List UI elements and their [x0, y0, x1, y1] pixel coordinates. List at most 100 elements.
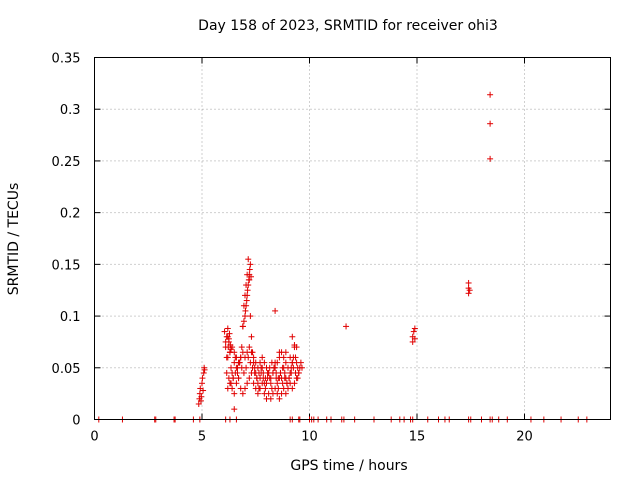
- data-point: [262, 375, 269, 382]
- data-point: [282, 349, 289, 356]
- data-point: [200, 369, 207, 376]
- data-point: [201, 366, 208, 373]
- data-point: [247, 359, 254, 366]
- data-point: [223, 369, 230, 376]
- x-tick-label: 0: [90, 430, 98, 445]
- data-point: [277, 369, 284, 376]
- data-point: [275, 375, 282, 382]
- data-point: [276, 395, 283, 402]
- data-point: [248, 349, 255, 356]
- y-tick-label: 0.2: [60, 207, 81, 222]
- x-tick-label: 20: [516, 430, 533, 445]
- data-point: [244, 287, 251, 294]
- data-point: [230, 375, 237, 382]
- data-point: [226, 330, 233, 337]
- data-point: [269, 369, 276, 376]
- data-point: [239, 390, 246, 397]
- data-point: [283, 380, 290, 387]
- data-point: [487, 120, 494, 127]
- data-point: [465, 290, 472, 297]
- data-point: [279, 364, 286, 371]
- data-point: [259, 354, 266, 361]
- data-point: [280, 354, 287, 361]
- data-point: [199, 380, 205, 387]
- x-tick-label: 5: [198, 430, 206, 445]
- data-point: [297, 359, 304, 366]
- data-point: [232, 369, 239, 376]
- y-tick-label: 0.1: [60, 310, 81, 325]
- data-point: [285, 364, 291, 371]
- y-axis-title: SRMTID / TECUs: [6, 183, 22, 296]
- data-point: [487, 91, 494, 98]
- data-point: [272, 385, 279, 392]
- data-point: [231, 406, 238, 413]
- data-point: [231, 390, 238, 397]
- data-point: [410, 328, 417, 335]
- data-point: [247, 261, 254, 268]
- data-point: [228, 346, 235, 353]
- x-tick-label: 10: [301, 430, 318, 445]
- y-tick-label: 0.35: [52, 52, 81, 67]
- data-point: [250, 380, 257, 387]
- data-point: [243, 302, 250, 309]
- data-point: [263, 364, 270, 371]
- data-point: [227, 342, 234, 349]
- data-point: [200, 387, 207, 394]
- data-point: [250, 354, 257, 361]
- data-point: [246, 266, 253, 273]
- data-point: [282, 359, 289, 366]
- data-point: [292, 354, 299, 361]
- data-point: [343, 323, 350, 330]
- data-point: [225, 335, 232, 342]
- y-tick-labels: 0 0.05 0.1 0.15 0.2 0.25 0.3 0.35: [52, 52, 81, 429]
- data-point: [465, 279, 472, 286]
- data-point: [235, 375, 242, 382]
- data-point: [290, 364, 297, 371]
- data-point: [242, 313, 248, 320]
- data-point: [242, 307, 249, 314]
- data-point: [235, 359, 242, 366]
- data-point: [267, 395, 274, 402]
- data-point: [261, 359, 268, 366]
- data-point: [240, 318, 247, 325]
- plot-frame: [94, 57, 611, 420]
- data-point: [224, 325, 231, 332]
- data-point: [292, 369, 299, 376]
- data-point: [289, 385, 296, 392]
- data-point: [267, 380, 274, 387]
- data-point: [249, 364, 256, 371]
- data-point: [253, 375, 260, 382]
- data-point: [282, 390, 289, 397]
- x-axis-title: GPS time / hours: [290, 458, 407, 474]
- data-point: [229, 385, 236, 392]
- data-point: [272, 307, 279, 314]
- data-point: [222, 338, 229, 345]
- data-point: [244, 380, 251, 387]
- data-point: [254, 364, 261, 371]
- data-point: [291, 380, 298, 387]
- data-point: [226, 349, 233, 356]
- data-point: [289, 333, 296, 340]
- data-point: [221, 328, 228, 335]
- data-point: [268, 359, 275, 366]
- data-point: [259, 380, 266, 387]
- data-point: [274, 359, 281, 366]
- data-point: [409, 338, 416, 345]
- data-point: [242, 354, 248, 361]
- data-point: [228, 364, 235, 371]
- data-point: [287, 354, 294, 361]
- data-point: [239, 323, 246, 330]
- data-point: [247, 313, 254, 320]
- data-point: [294, 375, 301, 382]
- data-point: [245, 282, 252, 289]
- data-point: [233, 380, 240, 387]
- data-point: [257, 385, 264, 392]
- chart-title: Day 158 of 2023, SRMTID for receiver ohi…: [198, 18, 498, 34]
- y-tick-label: 0.15: [52, 258, 81, 273]
- data-point: [224, 354, 231, 361]
- data-point: [246, 344, 253, 351]
- data-point: [293, 344, 300, 351]
- data-point: [466, 287, 473, 294]
- data-point: [248, 333, 255, 340]
